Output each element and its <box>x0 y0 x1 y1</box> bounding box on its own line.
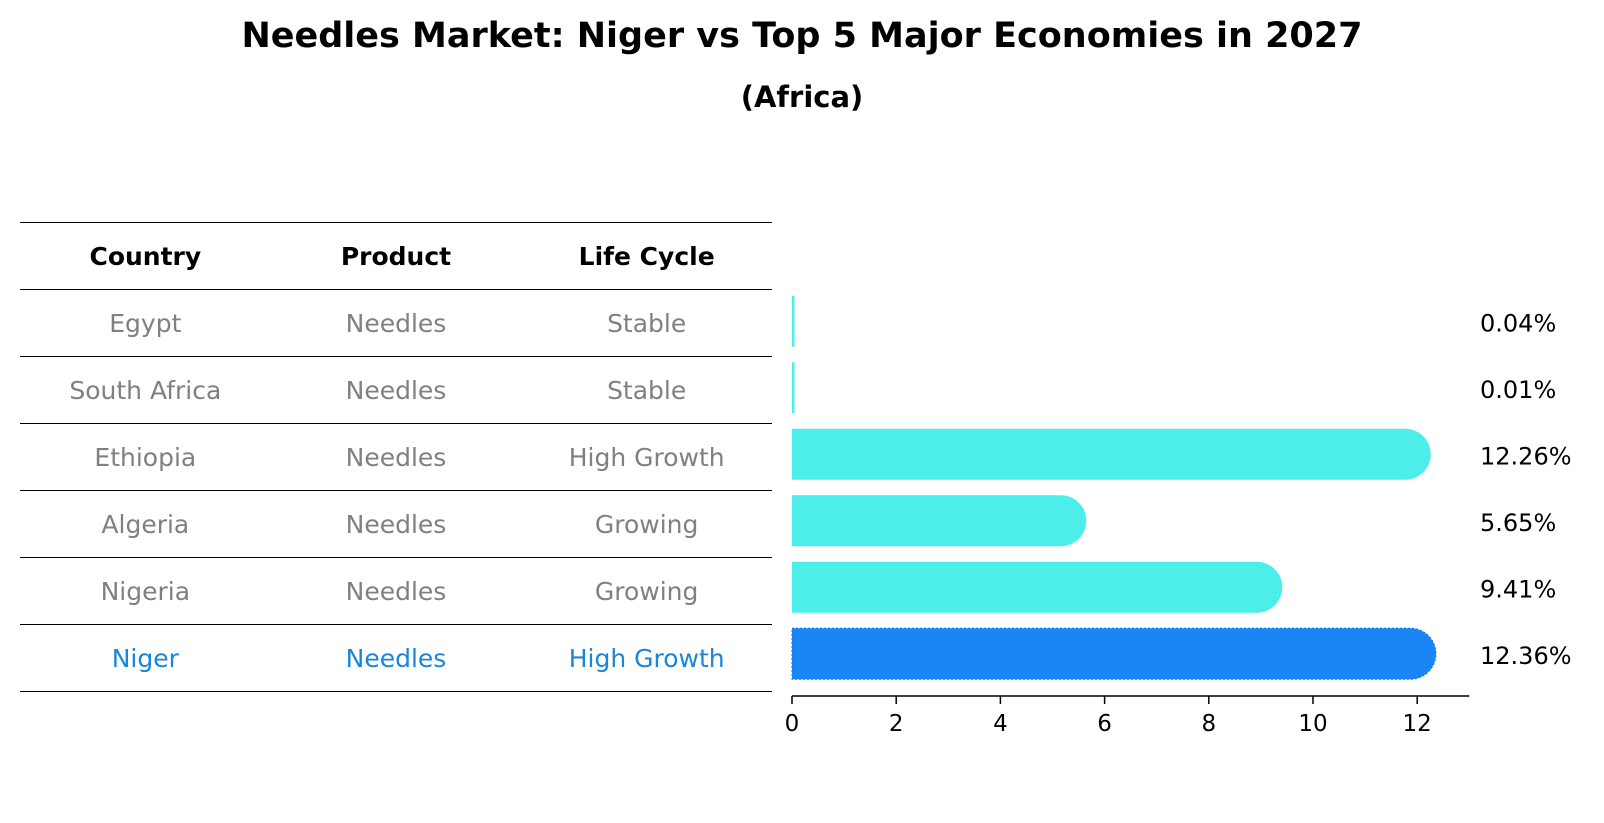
header-product: Product <box>270 222 522 290</box>
cell-life-cycle: Stable <box>521 356 772 424</box>
data-table: Country Product Life Cycle Egypt Needles… <box>20 222 772 692</box>
bar-highlighted <box>791 627 1437 680</box>
cell-life-cycle: High Growth <box>521 423 772 491</box>
cell-product: Needles <box>270 423 522 491</box>
chart-subtitle: (Africa) <box>740 80 864 114</box>
table-row: South Africa Needles Stable <box>20 356 772 424</box>
x-tick-label: 10 <box>1298 711 1327 737</box>
cell-product: Needles <box>270 490 522 558</box>
table-row: Ethiopia Needles High Growth <box>20 423 772 491</box>
cell-product: Needles <box>270 624 522 692</box>
cell-life-cycle: Stable <box>521 289 772 357</box>
cell-life-cycle: High Growth <box>521 624 772 692</box>
cell-country: Egypt <box>20 289 271 357</box>
cell-country: South Africa <box>20 356 271 424</box>
bar <box>792 295 795 347</box>
cell-country: Niger <box>20 624 271 692</box>
cell-life-cycle: Growing <box>521 557 772 625</box>
value-label: 9.41% <box>1480 575 1556 603</box>
bar <box>792 561 1283 613</box>
table-row-highlighted: Niger Needles High Growth <box>20 624 772 692</box>
cell-product: Needles <box>270 356 522 424</box>
cell-country: Nigeria <box>20 557 271 625</box>
table-row: Algeria Needles Growing <box>20 490 772 558</box>
value-label: 12.36% <box>1480 642 1572 670</box>
table-row: Nigeria Needles Growing <box>20 557 772 625</box>
header-country: Country <box>20 222 271 290</box>
table-header-row: Country Product Life Cycle <box>20 222 772 290</box>
header-life-cycle: Life Cycle <box>521 222 772 290</box>
x-tick-label: 12 <box>1403 711 1432 737</box>
bar <box>792 428 1431 480</box>
value-label: 0.04% <box>1480 309 1556 337</box>
cell-life-cycle: Growing <box>521 490 772 558</box>
value-label: 12.26% <box>1480 442 1572 470</box>
cell-product: Needles <box>270 557 522 625</box>
bar <box>792 362 795 414</box>
x-tick-label: 0 <box>785 711 800 737</box>
x-tick-label: 4 <box>993 711 1008 737</box>
value-label: 0.01% <box>1480 376 1556 404</box>
cell-product: Needles <box>270 289 522 357</box>
table-row: Egypt Needles Stable <box>20 289 772 357</box>
cell-country: Ethiopia <box>20 423 271 491</box>
chart-title: Needles Market: Niger vs Top 5 Major Eco… <box>241 16 1363 56</box>
value-label: 5.65% <box>1480 509 1556 537</box>
x-tick-label: 8 <box>1201 711 1216 737</box>
x-tick-label: 2 <box>889 711 904 737</box>
cell-country: Algeria <box>20 490 271 558</box>
x-tick-label: 6 <box>1097 711 1112 737</box>
bar <box>792 495 1087 547</box>
